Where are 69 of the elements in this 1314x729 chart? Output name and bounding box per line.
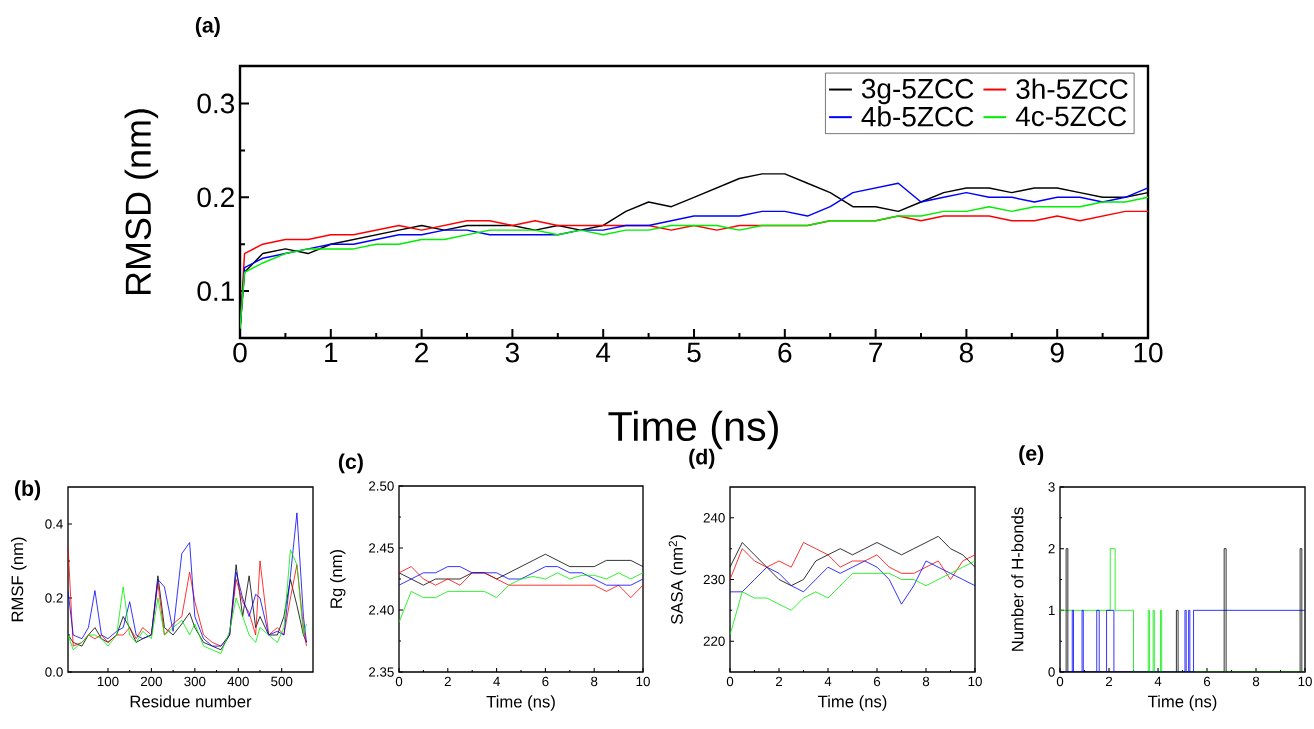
- x-tick-label: 10: [1134, 342, 1163, 363]
- x-tick-label: 10: [1298, 676, 1312, 687]
- x-tick-label: 6: [873, 676, 881, 687]
- y-tick-label: 3: [1048, 482, 1055, 492]
- y-axis-title: Rg (nm): [329, 549, 346, 608]
- x-tick-label: 9: [1050, 342, 1064, 363]
- legend-label: 3h-5ZCC: [1016, 78, 1128, 99]
- y-tick-label: 0.2: [197, 187, 234, 208]
- y-tick-label: 0.3: [197, 93, 235, 114]
- x-tick-label: 2: [415, 342, 428, 363]
- x-tick-label: 6: [542, 676, 549, 687]
- x-tick-label: 0: [726, 676, 734, 687]
- y-tick-label: 230: [703, 574, 725, 585]
- x-tick-label: 2: [1105, 676, 1113, 687]
- y-axis-title: SASA (nm$^{2}$): [668, 535, 687, 624]
- x-tick-label: 0: [233, 342, 247, 363]
- y-tick-label: 2: [1048, 544, 1055, 554]
- y-axis-title: RMSD (nm): [124, 109, 159, 295]
- chart-title: (c): [338, 453, 363, 474]
- x-tick-label: 8: [922, 676, 930, 687]
- x-tick-label: 3: [505, 342, 519, 363]
- y-tick-label: 0: [1048, 667, 1055, 677]
- x-tick-label: 10: [636, 676, 650, 687]
- y-axis-title: Number of H-bonds: [1011, 507, 1024, 651]
- legend-label: 4b-5ZCC: [861, 106, 974, 127]
- x-tick-label: 4: [596, 342, 611, 362]
- legend-label: 3g-5ZCC: [861, 78, 974, 105]
- y-tick-label: 240: [703, 513, 725, 523]
- chart-title: (b): [14, 480, 41, 501]
- x-tick-label: 5: [687, 342, 701, 363]
- x-tick-label: 2: [444, 676, 451, 687]
- x-tick-label: 8: [1252, 676, 1260, 687]
- x-axis-title: Time (ns): [1148, 695, 1217, 711]
- y-tick-label: 2.50: [369, 481, 394, 491]
- x-tick-label: 0: [1056, 676, 1064, 687]
- x-tick-label: 2: [775, 676, 783, 687]
- x-axis-title: Time (ns): [486, 695, 555, 711]
- x-tick-label: 200: [140, 676, 163, 687]
- y-tick-label: 2.35: [369, 667, 394, 677]
- x-tick-label: 6: [1203, 676, 1211, 687]
- x-tick-label: 8: [591, 676, 598, 687]
- x-tick-label: 4: [493, 676, 500, 686]
- x-tick-label: 7: [869, 342, 882, 362]
- x-tick-label: 400: [227, 676, 249, 687]
- x-tick-label: 4: [824, 676, 832, 686]
- x-tick-label: 300: [184, 676, 206, 687]
- x-axis-title: Time (ns): [818, 695, 887, 711]
- x-tick-label: 500: [271, 676, 293, 687]
- y-tick-label: 0.0: [45, 667, 63, 677]
- y-tick-label: 0.2: [45, 593, 63, 603]
- x-tick-label: 8: [959, 342, 973, 363]
- y-tick-label: 1: [1048, 605, 1055, 615]
- x-tick-label: 0: [395, 676, 403, 687]
- y-tick-label: 220: [703, 636, 725, 646]
- x-tick-label: 1: [325, 342, 338, 362]
- y-tick-label: 2.40: [369, 605, 394, 615]
- x-axis-title: Residue number: [130, 695, 252, 708]
- x-tick-label: 4: [1154, 676, 1162, 686]
- y-tick-label: 0.4: [45, 519, 63, 529]
- legend-label: 4c-5ZCC: [1015, 106, 1127, 127]
- x-tick-label: 6: [778, 342, 792, 363]
- chart-title: (e): [1019, 445, 1044, 466]
- y-tick-label: 2.45: [369, 543, 394, 553]
- y-axis-title: RMSF (nm): [11, 537, 27, 622]
- chart-title: (d): [689, 448, 715, 469]
- chart-title: (a): [195, 17, 220, 37]
- y-tick-label: 0.1: [197, 281, 234, 302]
- x-tick-label: 100: [97, 676, 119, 687]
- x-tick-label: 10: [968, 676, 982, 687]
